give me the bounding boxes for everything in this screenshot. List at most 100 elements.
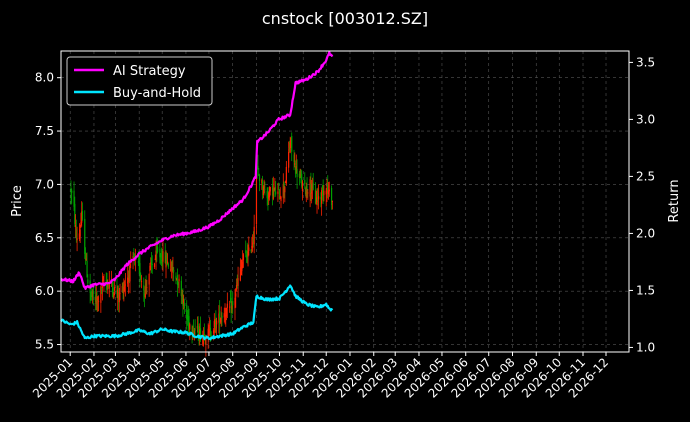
- candle-body: [250, 250, 252, 252]
- candle-body: [305, 187, 307, 198]
- candle-body: [311, 192, 313, 194]
- plot-frame: [60, 50, 630, 353]
- candle-body: [138, 264, 140, 266]
- y-left-tick-label: 6.0: [35, 284, 54, 298]
- candle-body: [225, 307, 228, 317]
- candle-body: [180, 280, 182, 296]
- candle-body: [80, 222, 82, 226]
- candle-body: [150, 262, 152, 265]
- candle-body: [330, 187, 333, 206]
- candle-body: [202, 334, 205, 337]
- candle-body: [230, 297, 232, 314]
- candle-body: [283, 182, 285, 190]
- candle-body: [240, 267, 242, 270]
- candle-body: [102, 279, 104, 282]
- candle-body: [219, 311, 221, 325]
- candle-body: [225, 316, 227, 318]
- candle-body: [216, 320, 218, 325]
- candle-body: [116, 289, 118, 295]
- candle-body: [273, 188, 275, 190]
- y-left-tick-label: 7.5: [35, 124, 54, 138]
- candle-body: [317, 193, 319, 201]
- candle-body: [280, 196, 282, 202]
- candle-body: [219, 319, 222, 322]
- candle-body: [97, 297, 99, 301]
- candle-body: [317, 196, 320, 200]
- candles: [70, 132, 333, 357]
- y-axis-left-label: Price: [10, 185, 25, 217]
- candle-body: [221, 315, 223, 319]
- candle-body: [133, 255, 135, 258]
- candle-body: [199, 328, 202, 341]
- candle-body: [175, 276, 177, 280]
- y-left-tick-label: 5.5: [35, 338, 54, 352]
- candle-body: [148, 273, 150, 285]
- candle-body: [325, 190, 327, 195]
- candle-body: [181, 295, 183, 297]
- candle-body: [323, 190, 325, 196]
- candle-body: [248, 247, 250, 251]
- candle-body: [108, 283, 110, 289]
- candle-body: [311, 185, 314, 188]
- candle-body: [113, 293, 115, 298]
- candle-body: [314, 189, 317, 204]
- candle-body: [202, 335, 204, 345]
- candle-body: [224, 314, 226, 316]
- candle-body: [187, 317, 189, 321]
- candle-body: [210, 335, 212, 337]
- candle-body: [239, 267, 241, 281]
- candle-body: [79, 229, 81, 237]
- candle-body: [316, 197, 318, 202]
- candle-body: [81, 211, 84, 220]
- candle-body: [264, 188, 266, 190]
- candle-body: [159, 248, 161, 258]
- candle-body: [214, 320, 216, 325]
- candle-body: [92, 287, 94, 298]
- candle-body: [272, 187, 274, 199]
- ai-strategy-line: [60, 50, 334, 290]
- candle-body: [146, 287, 148, 288]
- candle-body: [212, 330, 215, 334]
- candle-body: [322, 186, 324, 196]
- candle-body: [255, 169, 258, 224]
- candle-body: [312, 182, 314, 190]
- candle-body: [76, 238, 78, 241]
- y-axis-left: 5.5 6.0 6.5 7.0 7.5 8.0: [35, 71, 61, 352]
- candle-body: [294, 166, 297, 174]
- y-right-tick-label: 2.5: [636, 169, 655, 183]
- candle-body: [127, 277, 129, 284]
- candle-body: [208, 330, 210, 333]
- candle-body: [71, 190, 73, 193]
- candle-body: [226, 303, 228, 308]
- candle-body: [150, 257, 153, 265]
- candle-body: [111, 281, 113, 287]
- candle-body: [301, 181, 304, 191]
- candle-body: [114, 286, 116, 291]
- candle-body: [123, 287, 125, 294]
- candle-body: [103, 282, 105, 284]
- candle-body: [199, 329, 201, 337]
- candle-body: [252, 239, 254, 242]
- candle-body: [105, 280, 107, 282]
- candle-body: [235, 284, 238, 290]
- candle-body: [293, 154, 295, 162]
- candle-body: [182, 295, 184, 306]
- candle-body: [326, 185, 328, 194]
- candle-body: [122, 283, 124, 294]
- candle-body: [245, 250, 247, 254]
- grid: [61, 51, 629, 352]
- legend-bh-label: Buy-and-Hold: [113, 86, 201, 101]
- candle-body: [331, 200, 333, 202]
- legend: AI Strategy Buy-and-Hold: [66, 56, 213, 106]
- candle-body: [258, 175, 261, 182]
- candle-body: [143, 293, 146, 298]
- candle-body: [295, 166, 297, 170]
- candle-body: [118, 291, 120, 303]
- candle-body: [86, 260, 88, 278]
- candle-body: [232, 301, 234, 306]
- candle-body: [253, 226, 255, 245]
- candle-body: [252, 243, 254, 245]
- y-right-tick-label: 3.5: [636, 55, 655, 69]
- candle-body: [156, 246, 159, 252]
